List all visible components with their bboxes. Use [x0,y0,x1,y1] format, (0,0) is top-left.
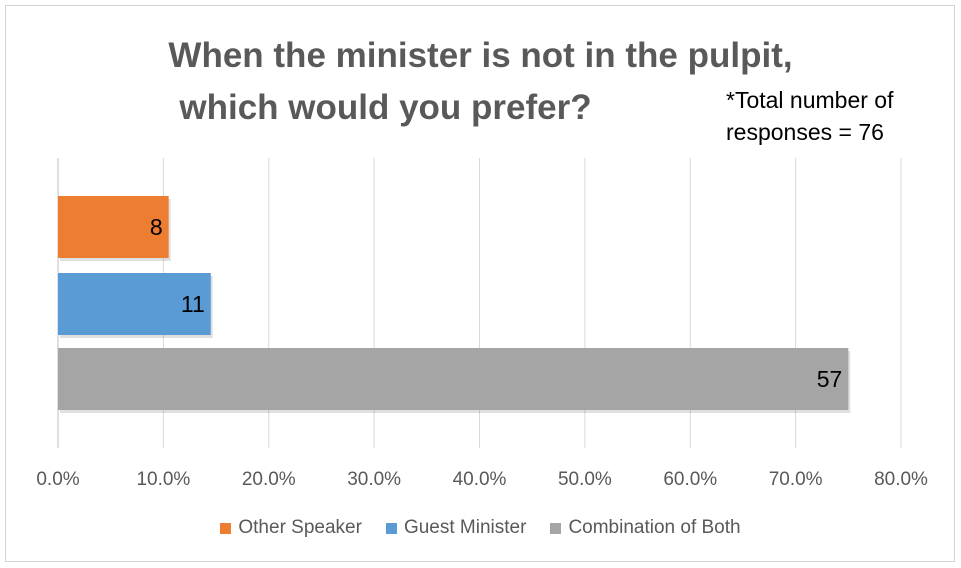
legend-swatch [220,522,232,534]
chart-title-line-1: When the minister is not in the pulpit, [168,36,793,75]
note-line-1: *Total number of [726,87,894,113]
legend-swatch [385,522,397,534]
data-label: 8 [150,214,163,240]
x-tick-label: 0.0% [36,469,79,490]
legend-item: Guest Minister [385,517,527,539]
note-line-2: responses = 76 [726,119,884,145]
chart-title-line-2: which would you prefer? [179,88,592,127]
bar-other-speaker [58,196,169,258]
legend: Other Speaker Guest Minister Combination o… [0,517,961,539]
legend-swatch [550,522,562,534]
x-tick-label: 50.0% [558,469,612,490]
x-tick-label: 70.0% [769,469,823,490]
bar-combination-of-both [58,348,849,410]
bar-guest-minister [58,273,211,335]
x-tick-label: 30.0% [347,469,401,490]
x-tick-label: 80.0% [874,469,928,490]
legend-item: Other Speaker [220,517,362,539]
legend-item: Combination of Both [550,517,741,539]
chart-frame [5,5,955,562]
x-tick-label: 10.0% [136,469,190,490]
response-count-note: *Total number of responses = 76 [726,84,893,148]
x-tick-label: 60.0% [663,469,717,490]
chart-title: When the minister is not in the pulpit, … [0,30,961,134]
x-tick-label: 40.0% [453,469,507,490]
data-label: 11 [181,291,205,317]
data-label: 57 [817,366,843,392]
legend-label: Other Speaker [238,517,362,538]
legend-label: Combination of Both [568,517,741,538]
x-tick-label: 20.0% [242,469,296,490]
legend-label: Guest Minister [403,517,527,538]
